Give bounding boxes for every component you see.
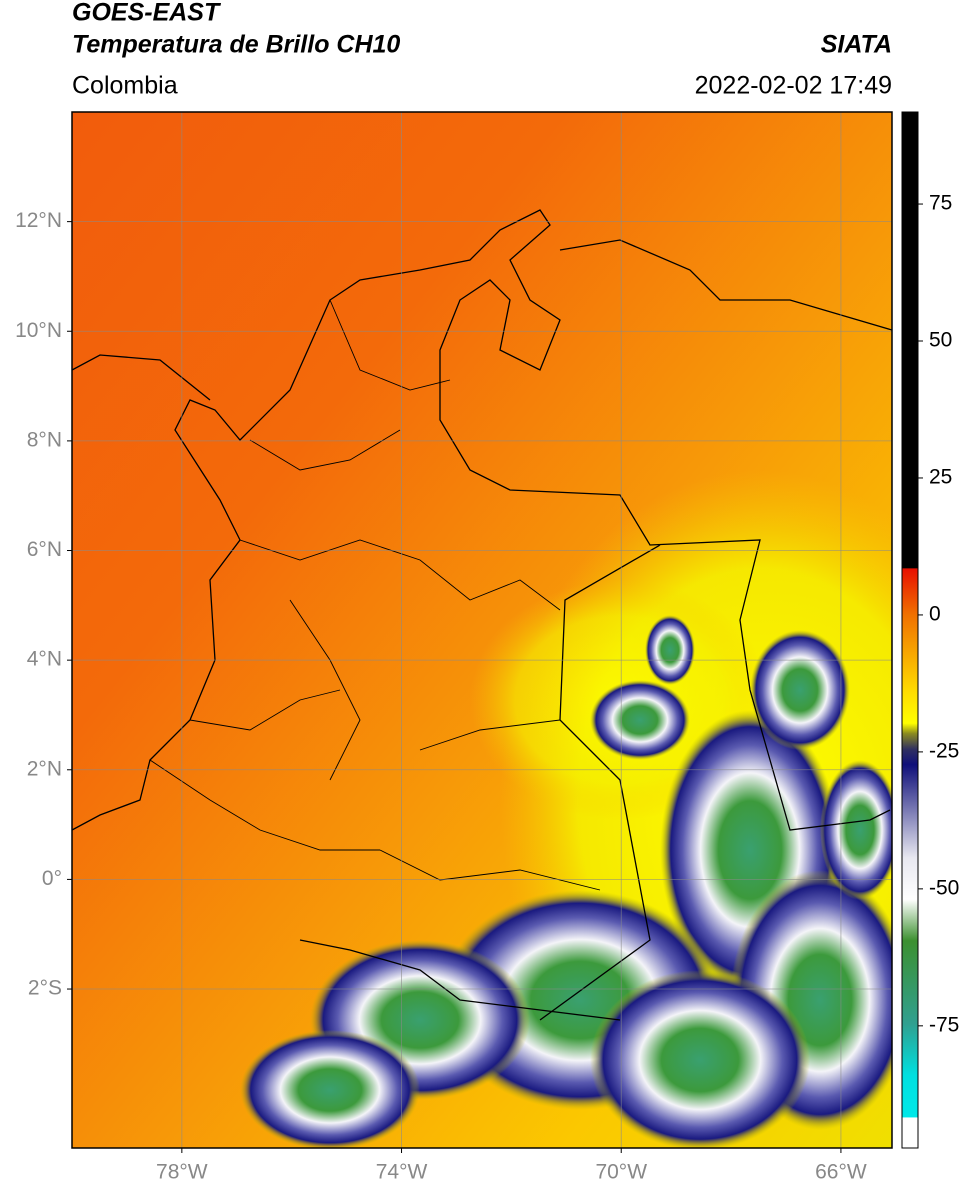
colorbar-tick-label: 0 [929,602,941,625]
colorbar-tick-label: 50 [929,329,952,352]
map-image [72,112,892,1148]
region: Colombia [72,72,178,100]
grid [72,112,892,1148]
source: SIATA [821,31,892,59]
x-tick-label: 70°W [595,1161,647,1184]
colorbar-tick-label: -50 [929,876,959,899]
y-tick-label: 10°N [15,319,62,342]
x-tick-label: 66°W [815,1161,867,1184]
timestamp: 2022-02-02 17:49 [695,72,892,100]
colorbar [901,111,919,1149]
y-tick-label: 8°N [27,428,62,451]
colorbar-tick-label: -25 [929,739,959,762]
y-tick-label: 4°N [27,648,62,671]
y-tick-label: 12°N [15,209,62,232]
y-tick-label: 6°N [27,538,62,561]
colorbar-tick-label: 75 [929,192,952,215]
y-tick-label: 0° [42,867,62,890]
y-tick-label: 2°S [28,977,62,1000]
x-tick-label: 74°W [376,1161,428,1184]
x-tick-label: 78°W [156,1161,208,1184]
subtitle: Temperatura de Brillo CH10 [72,31,400,59]
map-frame [71,111,893,1149]
y-tick-label: 2°N [27,757,62,780]
colorbar-tick-label: -75 [929,1013,959,1036]
colorbar-tick-label: 25 [929,466,952,489]
title: GOES-EAST [72,0,222,27]
